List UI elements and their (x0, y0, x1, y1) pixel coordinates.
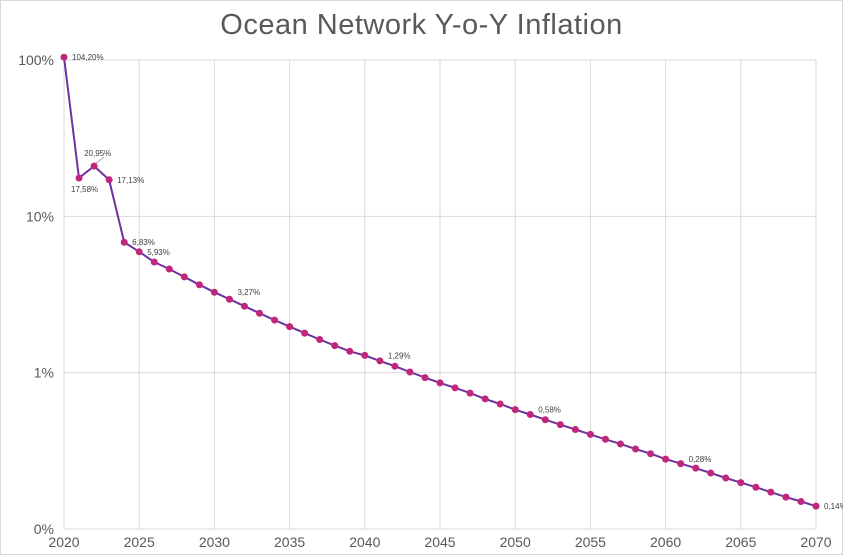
data-point (782, 493, 790, 501)
data-point (286, 323, 294, 331)
data-point (105, 176, 113, 184)
data-point (707, 469, 715, 477)
data-point (225, 295, 233, 303)
data-point (256, 309, 264, 317)
data-point (496, 400, 504, 408)
data-point (391, 362, 399, 370)
data-point (195, 281, 203, 289)
data-point (301, 329, 309, 337)
data-point (346, 347, 354, 355)
data-label: 3,27% (237, 288, 260, 297)
data-point (165, 265, 173, 273)
data-point (421, 374, 429, 382)
data-point (767, 488, 775, 496)
data-label: 0,14% (824, 502, 843, 511)
data-point (180, 273, 188, 281)
data-point (90, 162, 98, 170)
data-point (586, 430, 594, 438)
data-label: 17,58% (71, 185, 98, 194)
data-point (662, 455, 670, 463)
data-point (601, 435, 609, 443)
data-point (812, 502, 820, 510)
y-tick-label: 100% (18, 52, 54, 68)
x-tick-label: 2055 (575, 534, 606, 550)
x-tick-label: 2060 (650, 534, 681, 550)
data-label: 0,58% (538, 406, 561, 415)
chart-title: Ocean Network Y-o-Y Inflation (220, 9, 623, 41)
data-point (797, 497, 805, 505)
data-label: 5,93% (147, 248, 170, 257)
data-point (692, 464, 700, 472)
x-tick-label: 2040 (349, 534, 380, 550)
data-point (647, 450, 655, 458)
data-point (752, 483, 760, 491)
data-point (722, 474, 730, 482)
data-point (135, 248, 143, 256)
x-tick-label: 2065 (725, 534, 756, 550)
data-point (406, 368, 414, 376)
data-point (556, 421, 564, 429)
data-label: 20,95% (84, 149, 111, 158)
y-tick-label: 0% (34, 521, 54, 537)
data-point (737, 479, 745, 487)
x-tick-label: 2025 (124, 534, 155, 550)
data-point (481, 395, 489, 403)
data-label: 1,29% (388, 351, 411, 360)
data-point (120, 238, 128, 246)
x-tick-label: 2035 (274, 534, 305, 550)
data-point (150, 258, 158, 266)
data-point (451, 384, 459, 392)
data-point (75, 174, 83, 182)
label-leader-line (95, 156, 105, 164)
data-point (376, 357, 384, 365)
data-point (511, 406, 519, 414)
y-tick-label: 1% (34, 365, 54, 381)
x-tick-label: 2070 (800, 534, 831, 550)
data-point (632, 445, 640, 453)
data-point (436, 379, 444, 387)
data-point (210, 288, 218, 296)
data-point (331, 342, 339, 350)
data-point (361, 351, 369, 359)
data-point (616, 440, 624, 448)
data-point (240, 302, 248, 310)
data-label: 6,83% (132, 238, 155, 247)
data-point (60, 53, 68, 61)
data-point (541, 416, 549, 424)
y-tick-label: 10% (26, 208, 54, 224)
data-point (571, 425, 579, 433)
x-tick-label: 2045 (424, 534, 455, 550)
data-label: 17,13% (117, 176, 144, 185)
data-point (526, 411, 534, 419)
data-label: 0,28% (689, 455, 712, 464)
data-label: 104,20% (72, 53, 104, 62)
x-tick-label: 2030 (199, 534, 230, 550)
data-point (316, 335, 324, 343)
x-tick-label: 2020 (48, 534, 79, 550)
x-tick-label: 2050 (500, 534, 531, 550)
data-point (271, 316, 279, 324)
data-point (677, 460, 685, 468)
data-point (466, 389, 474, 397)
